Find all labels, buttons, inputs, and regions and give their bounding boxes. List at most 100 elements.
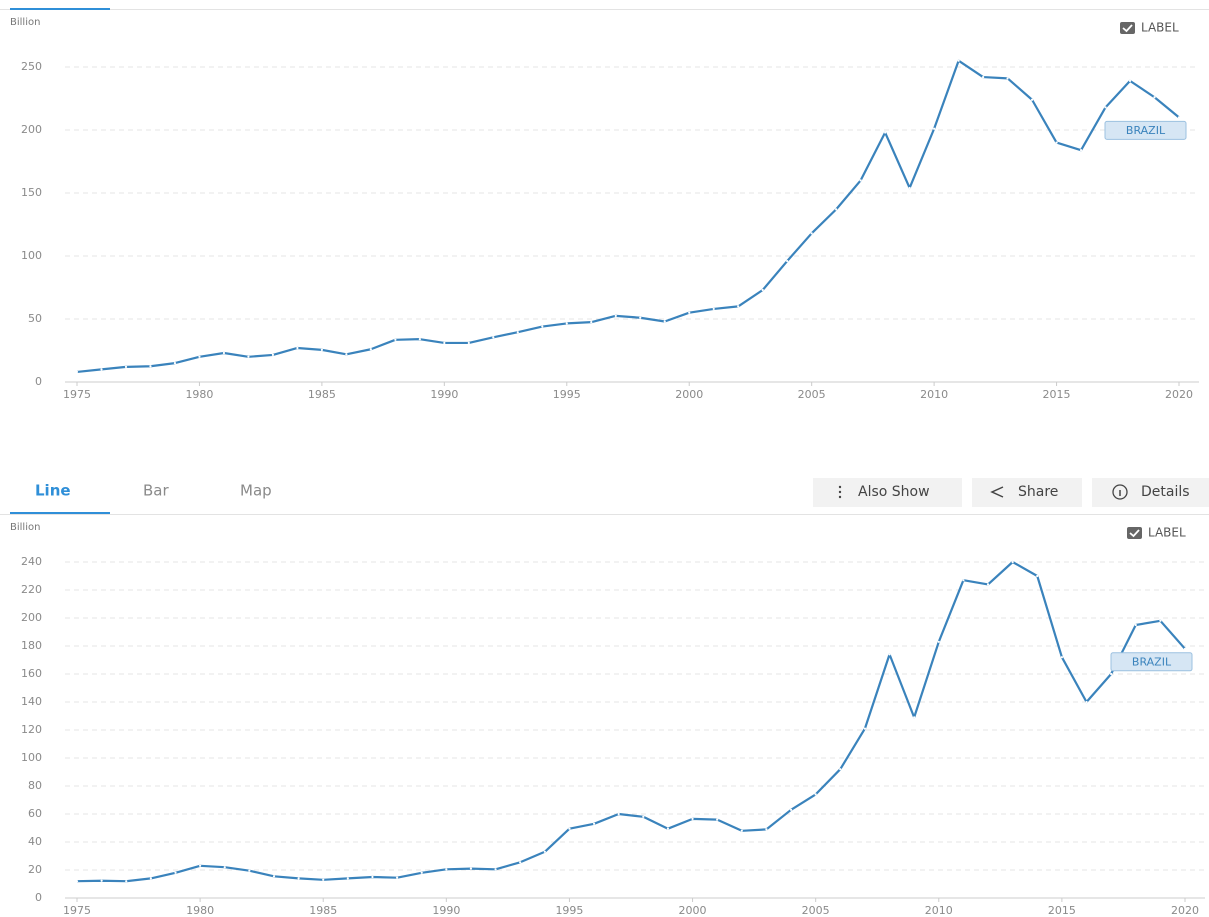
- data-point: [1104, 106, 1107, 109]
- data-point: [1177, 116, 1181, 119]
- button-bg: [813, 478, 962, 507]
- data-point: [614, 314, 617, 317]
- data-point: [75, 880, 79, 883]
- data-line: [76, 59, 1180, 374]
- data-point: [1128, 79, 1132, 82]
- data-point: [888, 653, 891, 656]
- data-line: [76, 560, 1186, 883]
- x-tick-label: 2010: [920, 388, 948, 401]
- y-tick-label: 100: [21, 751, 42, 764]
- data-point: [740, 829, 743, 832]
- y-tick-label: 40: [28, 835, 42, 848]
- x-tick-label: 2015: [1043, 388, 1071, 401]
- data-point: [247, 355, 250, 358]
- data-point: [957, 59, 960, 62]
- data-point: [1110, 672, 1113, 676]
- data-point: [663, 320, 666, 323]
- tab-map[interactable]: Map: [240, 482, 272, 500]
- data-point: [642, 815, 645, 818]
- checkbox[interactable]: [1120, 22, 1135, 34]
- data-point: [568, 827, 571, 830]
- icon: [1112, 484, 1128, 500]
- data-point: [592, 822, 596, 825]
- series-tag-bg: [1104, 120, 1187, 140]
- data-point: [222, 351, 226, 355]
- data-point: [418, 338, 421, 341]
- data-point: [149, 365, 152, 368]
- y-tick-label: 240: [21, 555, 42, 568]
- x-tick-label: 2005: [802, 904, 830, 917]
- x-tick-label: 1985: [308, 388, 336, 401]
- data-point: [712, 307, 715, 311]
- data-point: [345, 353, 348, 356]
- data-point: [492, 336, 495, 339]
- data-point: [639, 316, 642, 319]
- data-point: [986, 583, 990, 586]
- data-point: [716, 818, 719, 821]
- data-point: [737, 305, 740, 308]
- y-axis-label: Billion: [10, 522, 40, 533]
- details-button[interactable]: Details: [1092, 478, 1209, 507]
- icon: [838, 490, 842, 494]
- data-point: [100, 368, 103, 371]
- legend-label: LABEL: [1148, 526, 1186, 540]
- data-point: [494, 868, 497, 871]
- y-tick-label: 120: [21, 723, 42, 736]
- checkmark: [1129, 529, 1140, 538]
- series-tag-bg: [1110, 652, 1193, 672]
- data-point: [814, 793, 817, 796]
- icon: [990, 486, 1004, 498]
- checkbox[interactable]: [1127, 527, 1142, 539]
- tab-bar[interactable]: Bar: [143, 482, 169, 500]
- data-point: [445, 868, 448, 871]
- share-button[interactable]: Share: [972, 478, 1082, 507]
- data-point: [198, 355, 201, 358]
- data-point: [1183, 647, 1187, 650]
- x-tick-label: 1985: [309, 904, 337, 917]
- data-point: [322, 878, 325, 881]
- checkmark: [1122, 24, 1133, 33]
- data-point: [1159, 619, 1162, 622]
- y-tick-label: 80: [28, 779, 42, 792]
- button-label: Details: [1141, 484, 1190, 500]
- data-point: [761, 288, 764, 292]
- data-point: [346, 877, 349, 880]
- data-point: [810, 232, 813, 235]
- x-tick-label: 1980: [185, 388, 213, 401]
- y-tick-label: 200: [21, 611, 42, 624]
- button-label: Share: [1018, 484, 1058, 500]
- icon: [838, 495, 842, 499]
- data-point: [543, 850, 546, 853]
- x-tick-label: 2010: [925, 904, 953, 917]
- data-point: [1055, 141, 1058, 144]
- data-point: [124, 365, 128, 368]
- data-point: [297, 877, 300, 880]
- data-point: [369, 348, 372, 351]
- icon: [838, 485, 842, 489]
- y-tick-label: 180: [21, 639, 42, 652]
- x-tick-label: 1990: [430, 388, 458, 401]
- data-point: [981, 75, 985, 79]
- y-tick-label: 160: [21, 667, 42, 680]
- button-bg: [972, 478, 1082, 507]
- button-label: Also Show: [858, 484, 930, 500]
- y-tick-label: 100: [21, 249, 42, 262]
- data-point: [1060, 656, 1063, 659]
- tab-line[interactable]: Line: [35, 482, 71, 500]
- y-tick-label: 20: [28, 863, 42, 876]
- data-point: [884, 131, 887, 134]
- data-point: [1079, 149, 1083, 152]
- data-point: [933, 127, 936, 130]
- data-point: [1011, 560, 1014, 564]
- data-point: [1134, 623, 1137, 627]
- data-point: [443, 341, 446, 345]
- data-point: [296, 346, 299, 350]
- legend-label: LABEL: [1141, 21, 1179, 35]
- also-show-button[interactable]: Also Show: [813, 478, 962, 507]
- y-tick-label: 250: [21, 60, 42, 73]
- x-tick-label: 2005: [798, 388, 826, 401]
- x-tick-label: 1975: [63, 904, 91, 917]
- data-point: [320, 348, 323, 351]
